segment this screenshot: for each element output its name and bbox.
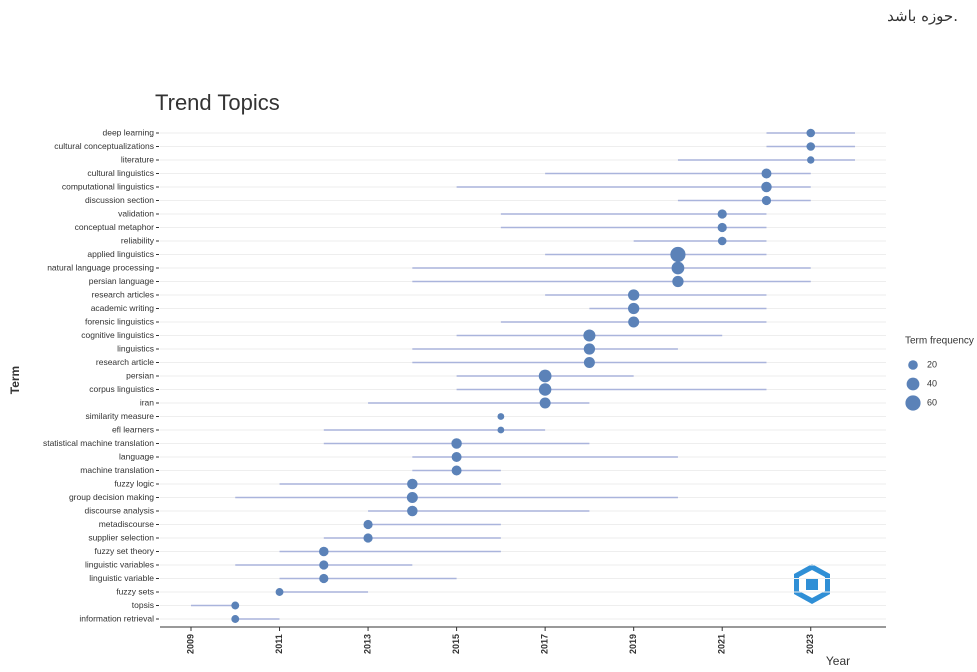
- x-tick-label: 2019: [628, 634, 638, 654]
- dot: [363, 533, 372, 542]
- dot: [718, 209, 727, 218]
- dot: [628, 303, 639, 314]
- legend-title: Term frequency: [905, 336, 974, 347]
- y-tick-label: efl learners: [112, 424, 154, 434]
- y-tick-label: research articles: [92, 289, 154, 299]
- dot: [670, 247, 685, 262]
- y-tick-label: academic writing: [91, 303, 155, 313]
- logo: [794, 564, 830, 604]
- x-tick-label: 2021: [717, 634, 727, 654]
- x-tick-label: 2009: [185, 634, 195, 654]
- y-tick-label: supplier selection: [88, 532, 154, 542]
- dot: [807, 156, 814, 163]
- dot: [407, 492, 418, 503]
- legend-dot: [905, 395, 920, 410]
- y-tick-label: cultural linguistics: [87, 168, 154, 178]
- y-axis-title: Term: [8, 366, 22, 394]
- dot: [672, 262, 685, 275]
- y-tick-label: similarity measure: [86, 411, 155, 421]
- legend-label: 20: [927, 359, 937, 369]
- dot: [806, 142, 815, 151]
- dot: [584, 357, 595, 368]
- y-tick-label: iran: [140, 397, 154, 407]
- dot: [452, 466, 462, 476]
- dot: [276, 588, 284, 596]
- x-tick-label: 2023: [805, 634, 815, 654]
- dot: [319, 547, 329, 557]
- dot: [363, 520, 372, 529]
- dot: [761, 169, 771, 179]
- y-tick-label: linguistics: [117, 343, 154, 353]
- dot: [762, 196, 771, 205]
- legend-dot: [908, 360, 918, 370]
- y-tick-label: natural language processing: [47, 262, 154, 272]
- dot: [407, 479, 418, 490]
- y-tick-label: computational linguistics: [62, 181, 154, 191]
- x-tick-label: 2017: [540, 634, 550, 654]
- legend-dot: [907, 378, 920, 391]
- dot: [718, 237, 727, 246]
- dot: [231, 602, 239, 610]
- y-tick-label: discussion section: [85, 195, 154, 205]
- x-tick-label: 2011: [274, 634, 284, 654]
- y-tick-label: fuzzy logic: [114, 478, 154, 488]
- chart-title: Trend Topics: [155, 90, 280, 115]
- dot: [451, 438, 462, 449]
- dot: [539, 370, 552, 383]
- dot: [452, 452, 462, 462]
- chart: حوزه باشد. Trend Topics Year Term Term f…: [0, 0, 977, 672]
- y-tick-label: reliability: [121, 235, 155, 245]
- dot: [231, 615, 239, 623]
- dot: [497, 413, 504, 420]
- dot: [628, 317, 639, 328]
- dot: [497, 427, 504, 434]
- dot: [407, 506, 418, 517]
- y-tick-label: deep learning: [102, 127, 154, 137]
- y-tick-label: literature: [121, 154, 154, 164]
- y-tick-label: persian: [126, 370, 154, 380]
- y-tick-label: machine translation: [80, 465, 154, 475]
- dot: [672, 276, 683, 287]
- legend-label: 40: [927, 378, 937, 388]
- dot: [539, 383, 551, 395]
- y-tick-label: forensic linguistics: [85, 316, 154, 326]
- y-tick-label: conceptual metaphor: [75, 222, 155, 232]
- y-tick-label: linguistic variable: [89, 573, 154, 583]
- y-tick-label: cognitive linguistics: [81, 330, 154, 340]
- y-tick-label: discourse analysis: [85, 505, 154, 515]
- y-tick-label: applied linguistics: [87, 249, 154, 259]
- y-tick-label: validation: [118, 208, 154, 218]
- dot: [628, 289, 639, 300]
- dot: [319, 560, 328, 569]
- dot: [718, 223, 727, 232]
- header-text: حوزه باشد.: [887, 7, 958, 25]
- dot: [806, 129, 815, 138]
- dot: [583, 329, 595, 341]
- y-tick-label: research article: [96, 357, 154, 367]
- page: حوزه باشد. Trend Topics Year Term Term f…: [0, 0, 977, 672]
- x-tick-label: 2015: [451, 634, 461, 654]
- y-tick-label: statistical machine translation: [43, 438, 154, 448]
- dot: [761, 182, 772, 193]
- y-tick-label: cultural conceptualizations: [54, 141, 154, 151]
- dot: [319, 574, 328, 583]
- x-tick-label: 2013: [362, 634, 372, 654]
- y-tick-label: metadiscourse: [99, 519, 155, 529]
- x-axis-title: Year: [826, 654, 850, 668]
- y-tick-label: fuzzy sets: [116, 586, 154, 596]
- y-tick-label: persian language: [89, 276, 154, 286]
- y-tick-label: information retrieval: [79, 613, 154, 623]
- y-tick-label: language: [119, 451, 154, 461]
- y-tick-label: linguistic variables: [85, 559, 154, 569]
- dot: [584, 343, 595, 354]
- y-tick-label: corpus linguistics: [89, 384, 154, 394]
- y-tick-label: fuzzy set theory: [94, 546, 154, 556]
- dot: [540, 398, 551, 409]
- legend-label: 60: [927, 397, 937, 407]
- y-tick-label: topsis: [132, 600, 154, 610]
- y-tick-label: group decision making: [69, 492, 154, 502]
